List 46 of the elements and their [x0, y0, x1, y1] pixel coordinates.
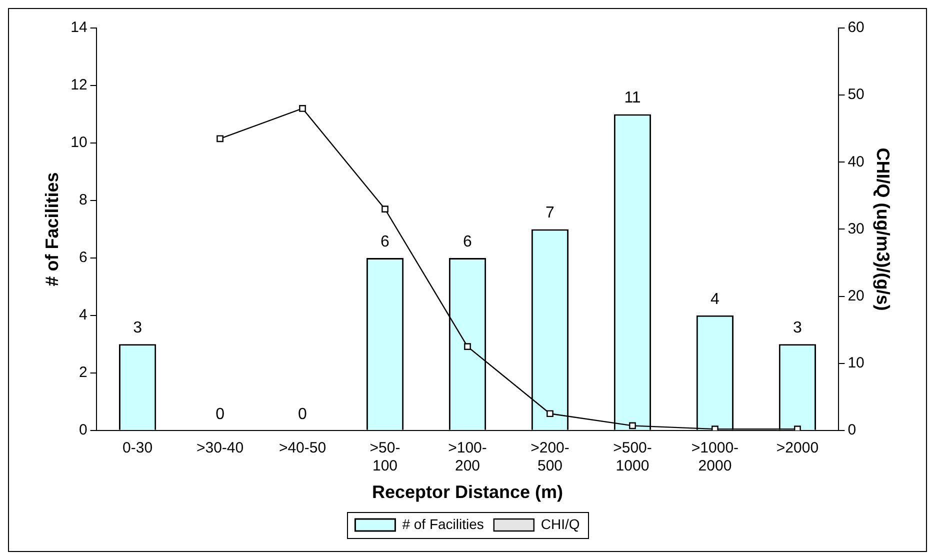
data-label: 6: [463, 233, 472, 250]
x-tick-label: >30-40: [196, 440, 244, 457]
data-label: 3: [133, 320, 142, 337]
y-tick-label: 0: [78, 422, 88, 439]
data-label: 4: [710, 290, 720, 308]
y2-tick-label: 0: [848, 422, 856, 439]
y-tick-label: 14: [70, 19, 88, 36]
y2-tick-label: 30: [848, 220, 864, 238]
y2-tick-label: 20: [848, 287, 864, 304]
point: [299, 105, 306, 112]
x-axis-title: Receptor Distance (m): [372, 482, 564, 502]
x-tick-label: >100-200: [448, 440, 487, 475]
data-label: 0: [216, 406, 225, 423]
y-tick-label: 2: [78, 364, 88, 382]
data-label: 11: [624, 90, 641, 107]
y2-tick-label: 10: [848, 354, 864, 372]
y2-tick-label: 60: [848, 19, 864, 36]
point: [794, 426, 801, 430]
y2-axis-title: CHI/Q (ug/m3)/(g/s): [873, 148, 894, 311]
y-axis-title: # of Facilities: [42, 172, 62, 286]
point: [216, 135, 224, 142]
data-label: 7: [546, 204, 555, 222]
x-tick-label: >200-500: [530, 440, 570, 475]
y-tick-label: 8: [78, 192, 88, 209]
point: [546, 410, 554, 418]
x-tick-label: >500-1000: [613, 440, 652, 475]
x-tick-label: >40-50: [278, 440, 326, 457]
point: [629, 422, 636, 430]
y2-tick-label: 40: [848, 153, 864, 170]
legend-label: # of Facilities: [402, 516, 484, 532]
y-tick-label: 12: [70, 76, 88, 94]
data-label: 0: [298, 406, 308, 423]
data-label: 6: [380, 233, 390, 250]
point: [464, 343, 471, 350]
point: [712, 426, 718, 430]
x-tick-label: >2000: [776, 440, 819, 457]
y2-tick-label: 50: [848, 86, 864, 104]
legend-label: CHI/Q: [540, 516, 580, 532]
x-tick-label: >50-100: [370, 440, 400, 475]
point: [382, 206, 388, 213]
x-tick-label: >1000-2000: [691, 440, 739, 475]
y-tick-label: 6: [78, 249, 88, 266]
x-tick-label: 0-30: [122, 440, 153, 457]
y-tick-label: 4: [78, 306, 88, 324]
data-label: 3: [793, 320, 802, 337]
y-tick-label: 10: [70, 134, 88, 152]
